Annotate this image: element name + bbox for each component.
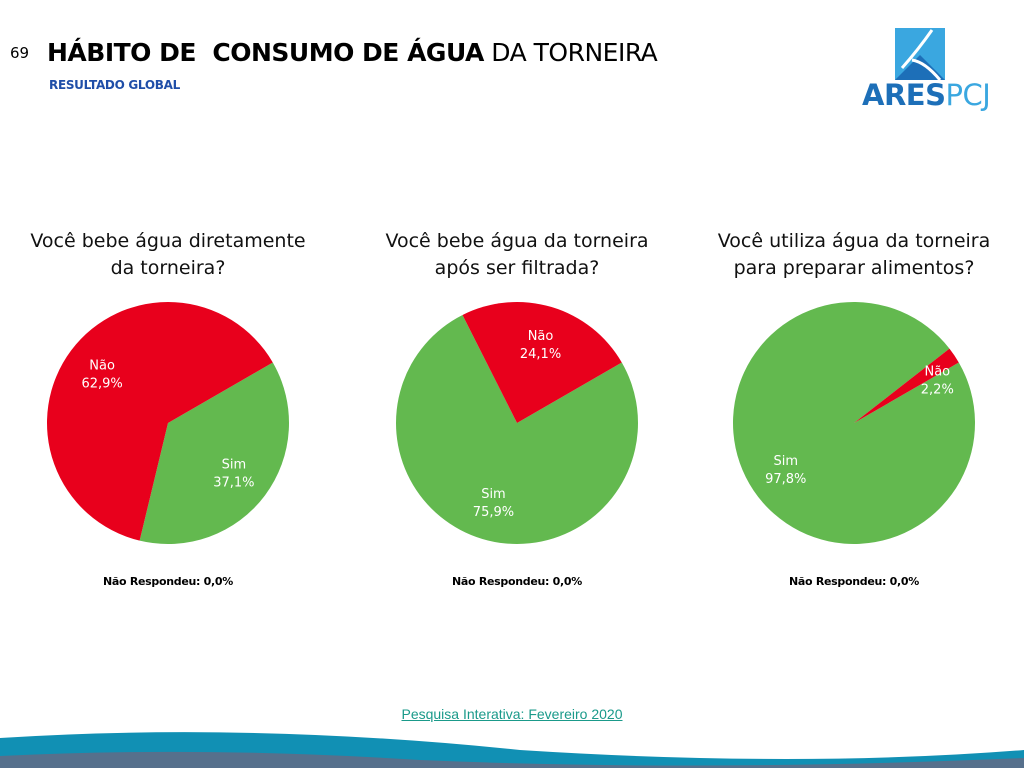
slice-category-label: Sim <box>773 454 798 469</box>
slice-label-group-sim: Sim 97,8% <box>765 454 806 487</box>
logo-text-pcj: PCJ <box>945 78 991 112</box>
footer-wave-decoration <box>0 732 1024 768</box>
pie-chart-1: Sim 37,1% Não 62,9% <box>47 302 289 544</box>
slice-value-label: 24,1% <box>520 347 561 362</box>
chart-3-title-line-1: Você utiliza água da torneira <box>717 230 991 252</box>
page-title: HÁBITO DE CONSUMO DE ÁGUA DA TORNEIRA <box>47 38 658 67</box>
slice-category-label: Sim <box>222 457 247 472</box>
chart-1-title: Você bebe água diretamente da torneira? <box>8 228 328 282</box>
source-link[interactable]: Pesquisa Interativa: Fevereiro 2020 <box>401 706 623 722</box>
slice-value-label: 62,9% <box>81 377 122 392</box>
page-subtitle: RESULTADO GLOBAL <box>49 78 180 92</box>
slice-value-label: 97,8% <box>765 472 806 487</box>
slice-label-group-nao: Não 24,1% <box>520 329 561 362</box>
logo-text: ARESPCJ <box>862 78 991 112</box>
slice-label-group-nao: Não 2,2% <box>921 365 954 398</box>
slice-category-label: Não <box>89 359 115 374</box>
pie-slice-nao <box>854 348 959 423</box>
chart-2-title-line-1: Você bebe água da torneira <box>385 230 649 252</box>
slice-category-label: Sim <box>481 487 506 502</box>
slice-value-label: 75,9% <box>473 505 514 520</box>
chart-2-title-line-2: após ser filtrada? <box>434 257 600 279</box>
pie-chart-3: Sim 97,8% Não 2,2% <box>733 302 975 544</box>
slice-value-label: 2,2% <box>921 383 954 398</box>
chart-3-no-response: Não Respondeu: 0,0% <box>789 575 919 588</box>
slide-number: 69 <box>10 44 30 62</box>
logo-curve <box>900 29 934 69</box>
chart-1-no-response: Não Respondeu: 0,0% <box>103 575 233 588</box>
slice-label-group-sim: Sim 75,9% <box>473 487 514 520</box>
logo-curve-2 <box>911 58 942 81</box>
slice-value-label: 37,1% <box>213 475 254 490</box>
page-title-bold: HÁBITO DE CONSUMO DE ÁGUA <box>47 38 484 67</box>
page-title-regular: DA TORNEIRA <box>483 38 658 67</box>
slice-category-label: Não <box>528 329 554 344</box>
pie-slice-nao <box>47 302 273 541</box>
slice-label-group-nao: Não 62,9% <box>81 359 122 392</box>
pie-slice-sim <box>396 314 638 544</box>
slice-label-group-sim: Sim 37,1% <box>213 457 254 490</box>
chart-1-title-line-1: Você bebe água diretamente <box>30 230 306 252</box>
slice-category-label: Não <box>924 365 950 380</box>
arespcj-logo-icon <box>895 28 945 81</box>
pie-slice-sim <box>139 362 289 544</box>
wave-slate <box>0 751 1024 768</box>
chart-3-title-line-2: para preparar alimentos? <box>733 257 975 279</box>
chart-3-title: Você utiliza água da torneira para prepa… <box>694 228 1014 282</box>
pie-slice-sim <box>733 302 975 544</box>
pie-chart-2: Sim 75,9% Não 24,1% <box>396 302 638 544</box>
pie-slice-nao <box>462 302 622 423</box>
logo-text-ares: ARES <box>862 78 946 112</box>
chart-1-title-line-2: da torneira? <box>110 257 226 279</box>
chart-2-no-response: Não Respondeu: 0,0% <box>452 575 582 588</box>
chart-2-title: Você bebe água da torneira após ser filt… <box>357 228 677 282</box>
